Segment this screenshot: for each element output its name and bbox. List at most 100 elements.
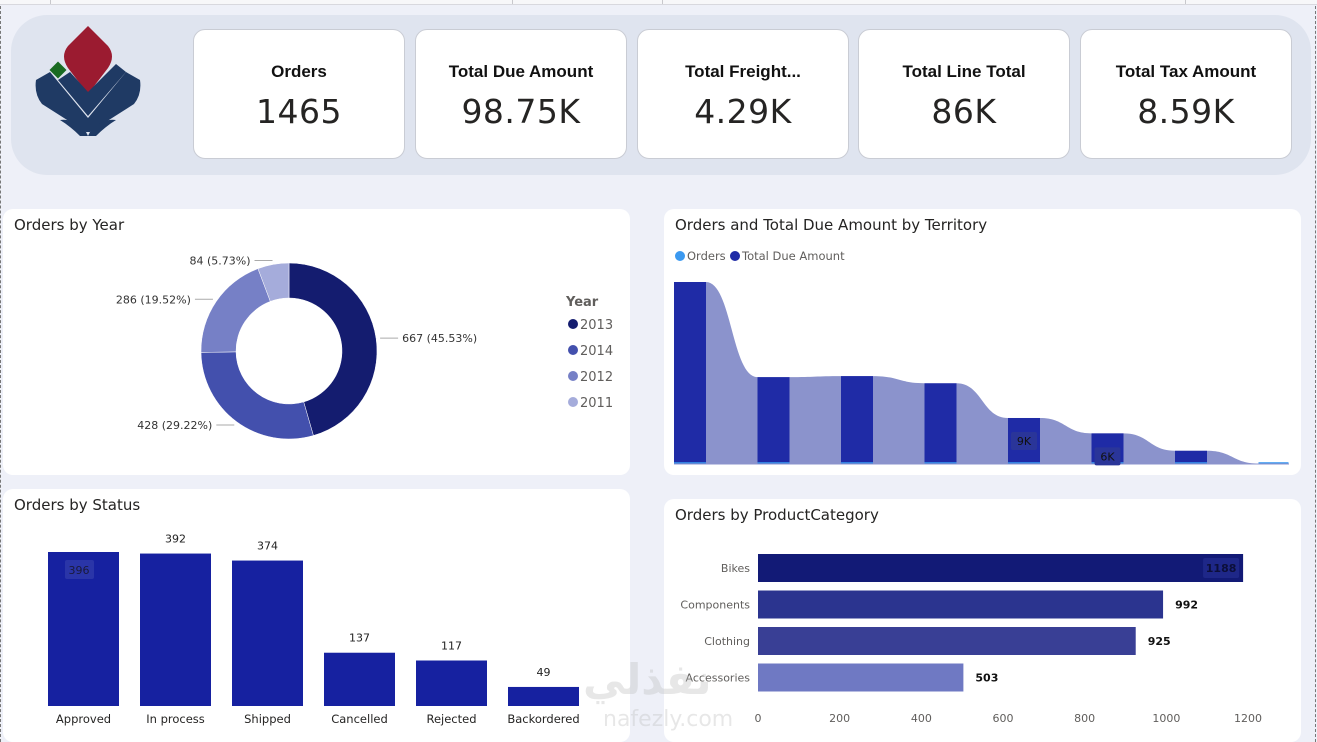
data-label-bg[interactable] [65, 560, 94, 579]
orders-by-status-chart[interactable]: 396 Approved 392 In process 374 Shipped 137 Can… [3, 489, 630, 742]
status-data-label: 374 [257, 540, 278, 553]
data-label-bg[interactable] [1011, 431, 1037, 450]
status-category-label: Backordered [507, 712, 579, 726]
status-category-label: In process [146, 712, 205, 726]
orders-territory-card[interactable]: Orders and Total Due Amount by Territory… [664, 209, 1301, 475]
orders-by-status-card[interactable]: Orders by Status 396 Approved 392 In proces… [3, 489, 630, 742]
status-category-label: Rejected [426, 712, 476, 726]
orders-by-year-card[interactable]: Orders by Year 667 (45.53%) 428 (29.22%) 2… [3, 209, 630, 475]
donut-slice-2014[interactable] [200, 351, 314, 440]
legend-marker-2012[interactable] [568, 371, 578, 381]
legend-marker-2011[interactable] [568, 397, 578, 407]
chart-title: Orders and Total Due Amount by Territory [675, 216, 988, 234]
company-logo-icon [35, 26, 141, 136]
ribbon-band[interactable] [1040, 417, 1092, 464]
status-category-label: Cancelled [331, 712, 388, 726]
category-bar[interactable] [758, 663, 964, 692]
x-tick-label: 0 [755, 712, 762, 725]
category-data-label: 925 [1148, 635, 1171, 648]
x-tick-label: 800 [1074, 712, 1095, 725]
strip-divider [1185, 0, 1186, 4]
orders-ribbon-segment[interactable] [924, 462, 957, 464]
donut-data-label: 286 (19.52%) [116, 293, 191, 306]
status-data-label: 137 [349, 632, 370, 645]
category-label: Components [680, 599, 750, 612]
status-data-label: 396 [69, 564, 90, 577]
chart-title: Orders by Status [14, 496, 141, 514]
status-bar[interactable] [416, 660, 487, 707]
orders-ribbon-segment[interactable] [1008, 462, 1040, 464]
donut-slice-2013[interactable] [288, 262, 378, 436]
ribbon-bar[interactable] [924, 383, 957, 464]
orders-ribbon-segment[interactable] [674, 462, 706, 464]
legend-label-2011: 2011 [580, 396, 613, 411]
kpi-card-total-due-amount[interactable]: Total Due Amount 98.75K [415, 29, 627, 159]
kpi-label: Orders [271, 62, 327, 81]
legend-label-total-due: Total Due Amount [741, 249, 845, 263]
chart-title: Orders by ProductCategory [675, 506, 879, 524]
kpi-value: 86K [931, 92, 997, 131]
status-bar[interactable] [140, 553, 211, 706]
legend-marker-orders [675, 251, 685, 261]
legend-title: Year [565, 295, 599, 310]
status-bar[interactable] [508, 686, 579, 706]
category-label: Clothing [704, 635, 750, 648]
orders-ribbon-segment[interactable] [1175, 462, 1207, 464]
donut-data-label: 84 (5.73%) [189, 254, 250, 267]
kpi-label: Total Line Total [902, 62, 1026, 81]
kpi-value: 4.29K [694, 92, 792, 131]
x-tick-label: 1000 [1152, 712, 1180, 725]
orders-ribbon-segment[interactable] [757, 462, 790, 464]
legend-marker-total-due [730, 251, 740, 261]
ribbon-data-label: 6K [1100, 450, 1115, 463]
x-tick-label: 200 [829, 712, 850, 725]
kpi-card-total-freight[interactable]: Total Freight... 4.29K [637, 29, 849, 159]
orders-territory-chart[interactable]: Orders Total Due Amount 9K 6K [664, 209, 1301, 475]
status-data-label: 117 [441, 640, 462, 653]
legend-marker-2014[interactable] [568, 345, 578, 355]
orders-ribbon-segment[interactable] [1258, 462, 1289, 464]
orders-by-category-card[interactable]: Orders by ProductCategory Bikes 1188 Compo… [664, 499, 1301, 742]
ribbon-band[interactable] [789, 376, 842, 464]
orders-by-year-chart[interactable]: 667 (45.53%) 428 (29.22%) 286 (19.52%) 84 (… [3, 209, 630, 475]
ribbon-bar[interactable] [674, 282, 706, 464]
kpi-card-total-line-total[interactable]: Total Line Total 86K [858, 29, 1070, 159]
orders-by-category-chart[interactable]: Bikes 1188 Components 992 Clothing 925 Accesso… [664, 499, 1301, 742]
donut-data-label: 428 (29.22%) [137, 419, 212, 432]
kpi-value: 8.59K [1137, 92, 1235, 131]
data-label-bg[interactable] [1203, 558, 1240, 578]
data-label-bg[interactable] [1094, 447, 1121, 466]
ribbon-bar[interactable] [757, 377, 790, 464]
ribbon-band[interactable] [956, 383, 1009, 464]
category-bar[interactable] [758, 627, 1136, 655]
kpi-label: Total Due Amount [448, 62, 594, 81]
legend-label-orders: Orders [687, 249, 726, 263]
donut-slice-2012[interactable] [200, 268, 271, 353]
x-tick-label: 1200 [1234, 712, 1262, 725]
category-bar[interactable] [758, 554, 1244, 582]
kpi-value: 1465 [256, 92, 342, 131]
strip-divider [512, 0, 513, 4]
orders-ribbon-segment[interactable] [841, 462, 873, 464]
status-data-label: 392 [165, 533, 186, 546]
canvas-border-left [0, 6, 1, 742]
ribbon-bar[interactable] [841, 376, 873, 464]
x-tick-label: 600 [993, 712, 1014, 725]
kpi-card-orders[interactable]: Orders 1465 [193, 29, 405, 159]
ribbon-band[interactable] [873, 376, 925, 464]
top-strip [0, 0, 1317, 5]
ribbon-band[interactable] [1123, 433, 1176, 464]
ribbon-bar[interactable] [1175, 450, 1207, 464]
ribbon-band[interactable] [706, 282, 758, 464]
category-bar[interactable] [758, 590, 1164, 619]
kpi-card-total-tax-amount[interactable]: Total Tax Amount 8.59K [1080, 29, 1292, 159]
donut-slice-2011[interactable] [257, 262, 290, 302]
ribbon-band[interactable] [1207, 450, 1259, 464]
status-category-label: Shipped [244, 712, 291, 726]
status-bar[interactable] [232, 560, 303, 706]
ribbon-data-label: 9K [1017, 435, 1032, 448]
kpi-label: Total Tax Amount [1115, 62, 1257, 81]
legend-marker-2013[interactable] [568, 319, 578, 329]
strip-divider [50, 0, 51, 4]
status-bar[interactable] [324, 652, 395, 706]
